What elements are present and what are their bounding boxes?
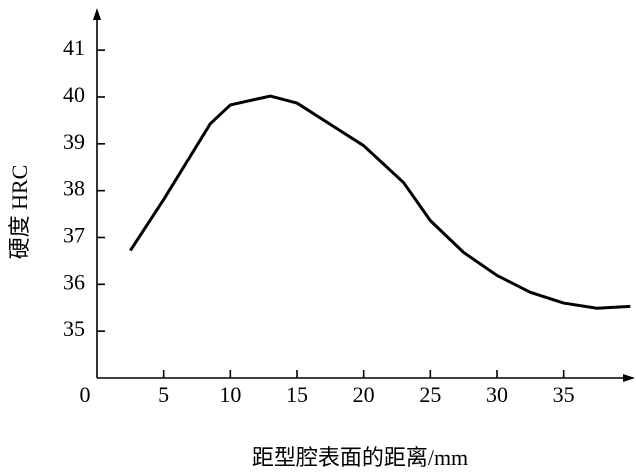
y-tick-label: 37 [63,223,85,248]
x-tick-label: 20 [353,382,375,407]
line-series [129,94,631,310]
x-axis-label: 距型腔表面的距离/mm [252,445,468,470]
x-tick-label: 30 [486,382,508,407]
y-tick-label: 35 [63,316,85,341]
x-tick-label: 25 [419,382,441,407]
y-tick-label: 41 [63,35,85,60]
x-tick-label: 15 [286,382,308,407]
y-tick-label: 36 [63,269,85,294]
x-tick-label: 35 [553,382,575,407]
x-tick-label: 10 [219,382,241,407]
y-tick-label: 39 [63,129,85,154]
x-tick-label: 5 [158,382,169,407]
y-tick-label: 38 [63,176,85,201]
y-axis-arrow [93,8,101,20]
x-tick-label: 0 [80,382,91,407]
y-axis-label: 硬度 HRC [7,165,32,260]
x-axis-arrow [623,374,635,382]
y-tick-label: 40 [63,82,85,107]
